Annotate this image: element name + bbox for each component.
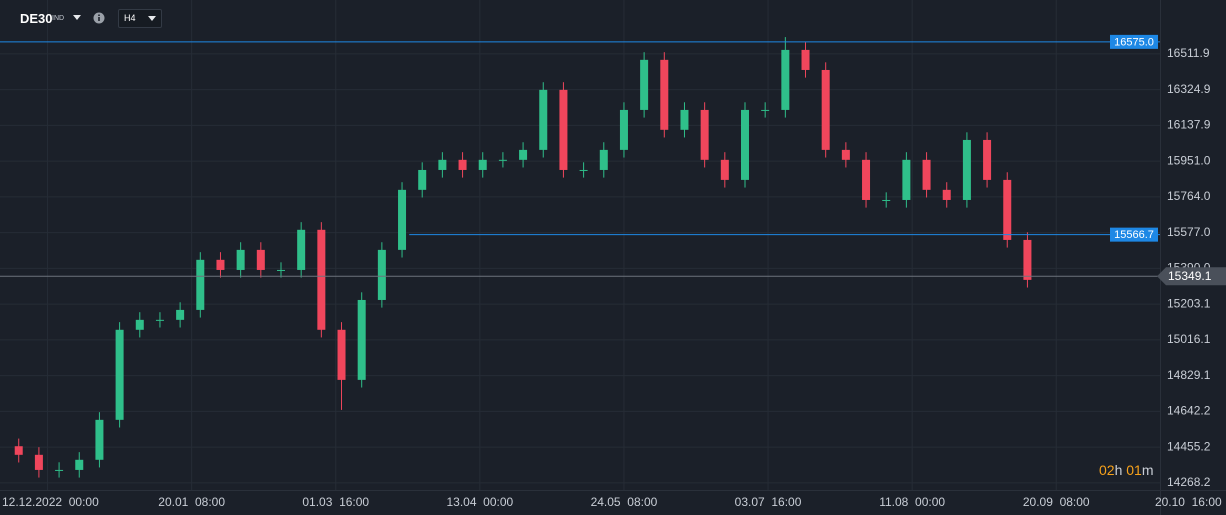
y-tick-label: 16137.9 (1167, 118, 1211, 132)
candle-body (337, 329, 346, 380)
candle-body (458, 159, 467, 170)
timeframe: H4 (124, 13, 136, 23)
candle-body (579, 169, 588, 171)
y-tick-label: 14455.2 (1167, 439, 1211, 453)
x-tick-label: 11.08 00:00 (879, 495, 945, 509)
x-tick-label: 03.07 16:00 (735, 495, 802, 509)
candle-body (377, 249, 386, 300)
candle-body (700, 109, 709, 160)
y-tick-label: 16324.9 (1167, 82, 1211, 96)
candle-body (801, 49, 810, 70)
candle-body (357, 299, 366, 380)
candle-body (155, 319, 164, 321)
symbol-type: IND (52, 15, 65, 22)
candle-body (115, 329, 124, 420)
x-tick-label: 01.03 16:00 (302, 495, 369, 509)
x-tick-label: 20.10 16:00 (1155, 495, 1222, 509)
candle-body (196, 259, 205, 310)
candle-body (317, 229, 326, 330)
candle-body (619, 109, 628, 150)
candle-body (841, 149, 850, 160)
candle-body (95, 419, 104, 460)
y-tick-label: 14642.2 (1167, 404, 1211, 418)
y-tick-label: 15577.0 (1167, 225, 1211, 239)
candle-body (55, 469, 64, 471)
candle-body (902, 159, 911, 200)
y-tick-label: 15016.1 (1167, 332, 1211, 346)
candle-body (962, 139, 971, 200)
candle-body (781, 49, 790, 110)
candle-body (862, 159, 871, 200)
countdown-hours: 02 (1099, 462, 1115, 478)
y-tick-label: 14829.1 (1167, 368, 1211, 382)
candle-body (75, 459, 84, 470)
candle-body (297, 229, 306, 270)
dropdown-arrow (148, 16, 156, 21)
y-tick-label: 15203.1 (1167, 296, 1211, 310)
candle-body (34, 454, 43, 470)
candle-body (599, 149, 608, 170)
candle-body (135, 319, 144, 330)
countdown: 02h 01m (1099, 462, 1154, 478)
current-price-tag (1157, 267, 1226, 286)
candle-body (216, 259, 225, 270)
candle-body (14, 446, 23, 455)
candle-body (478, 159, 487, 170)
x-tick-label: 24.05 08:00 (591, 495, 658, 509)
candle-body (256, 249, 265, 270)
candle-body (821, 69, 830, 150)
y-tick-label: 15764.0 (1167, 189, 1211, 203)
countdown-unit: h (1114, 462, 1123, 478)
candle-body (922, 159, 931, 190)
candle-body (740, 109, 749, 180)
x-tick-label: 20.01 08:00 (158, 495, 225, 509)
price-tag-label: 15566.7 (1114, 229, 1154, 241)
x-tick-label: 13.04 00:00 (446, 495, 513, 509)
symbol[interactable]: DE30 (20, 11, 53, 26)
toolbar: DE30 IND H4 (0, 0, 1226, 36)
candle-body (942, 189, 951, 200)
candle-body (276, 269, 285, 271)
price-tag (1110, 34, 1158, 49)
countdown-minutes: 01 (1126, 462, 1142, 478)
dropdown-arrow[interactable] (73, 15, 83, 21)
candle-body (236, 249, 245, 270)
candle-body (660, 59, 669, 130)
candle-body (398, 189, 407, 250)
candle-body (539, 89, 548, 150)
candle-body (418, 169, 427, 190)
candle-body (559, 89, 568, 170)
candle-body (438, 159, 447, 170)
candle-body (519, 149, 528, 160)
candle-body (882, 199, 891, 201)
candle-body (761, 109, 770, 111)
x-tick-label: 20.09 08:00 (1023, 495, 1090, 509)
candle-body (983, 139, 992, 180)
candle-body (1023, 239, 1032, 280)
y-tick-label: 15951.0 (1167, 153, 1211, 167)
info-icon[interactable] (93, 12, 105, 24)
price-tag-label: 16575.0 (1114, 36, 1154, 48)
current-price-label: 15349.1 (1168, 269, 1212, 283)
candle-body (176, 309, 185, 320)
candle-body (1003, 179, 1012, 240)
candle-body (680, 109, 689, 130)
y-tick-label: 14268.2 (1167, 475, 1211, 489)
timeframe-select[interactable]: H4 (118, 9, 162, 28)
price-tag (1110, 227, 1158, 242)
candle-body (720, 159, 729, 180)
countdown-unit: m (1141, 462, 1154, 478)
x-tick-label: 12.12.2022 00:00 (2, 495, 99, 509)
candle-body (640, 59, 649, 110)
candle-body (498, 159, 507, 161)
y-tick-label: 16511.9 (1167, 46, 1210, 60)
